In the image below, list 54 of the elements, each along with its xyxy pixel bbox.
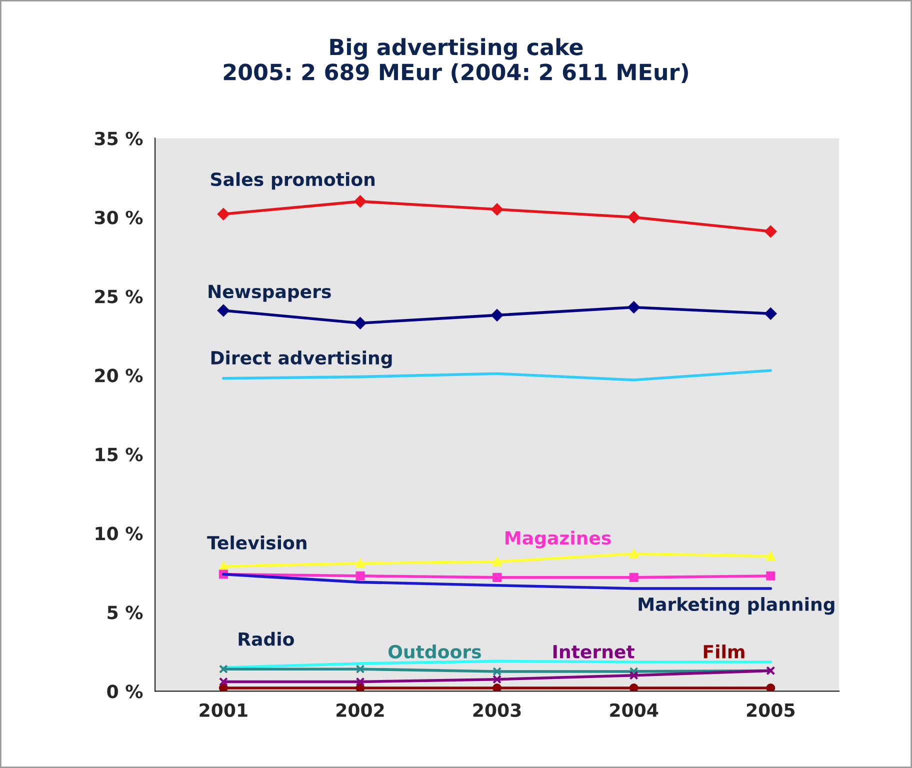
- point: [766, 684, 776, 692]
- point: [356, 684, 365, 692]
- point: [492, 666, 502, 676]
- series-label: Film: [704, 644, 744, 658]
- point: [218, 677, 228, 686]
- point: [217, 304, 230, 316]
- point: [629, 549, 638, 558]
- series-label: Outdoors: [388, 644, 481, 659]
- y-tick-label: 25 %: [95, 290, 143, 304]
- point: [629, 572, 638, 582]
- x-tick-label: 2005: [746, 703, 795, 717]
- point: [492, 674, 502, 684]
- y-tick-label: 0 %: [107, 684, 143, 698]
- point: [218, 562, 228, 571]
- y-tick-label: 10 %: [96, 526, 143, 540]
- point: [629, 684, 638, 692]
- point: [356, 677, 365, 686]
- y-tick-label: 35 %: [94, 132, 143, 146]
- point: [629, 670, 638, 680]
- y-tick-label: 5 %: [108, 606, 143, 620]
- point: [764, 225, 777, 238]
- point: [764, 308, 777, 320]
- series-label: Marketing planning: [638, 597, 834, 615]
- line-series: [222, 369, 772, 382]
- x-tick-label: 2001: [200, 703, 248, 717]
- line-series: [222, 660, 772, 669]
- x-tick-label: 2004: [610, 703, 658, 717]
- y-tick-label: 20 %: [95, 368, 143, 382]
- point: [218, 684, 228, 692]
- point: [218, 664, 228, 674]
- series-label: Direct advertising: [211, 350, 392, 368]
- point: [492, 684, 502, 692]
- point: [491, 309, 503, 322]
- point: [628, 211, 640, 224]
- series-label: Television: [207, 536, 306, 550]
- point: [354, 317, 366, 330]
- chart-title: Big advertising cake 2005: 2 689 MEur (2004: 2 611 MEur): [224, 38, 688, 84]
- point: [354, 195, 366, 208]
- y-tick-label: 30 %: [94, 210, 143, 224]
- point: [356, 571, 365, 580]
- point: [491, 203, 503, 216]
- series-label: Radio: [238, 632, 294, 646]
- point: [217, 208, 230, 220]
- series-label: Newspapers: [208, 284, 331, 302]
- x-tick-label: 2002: [336, 703, 384, 717]
- point: [356, 664, 365, 674]
- point: [628, 301, 640, 314]
- series-label: Internet: [553, 645, 634, 659]
- x-tick-label: 2003: [473, 703, 521, 717]
- point: [766, 571, 776, 580]
- series-label: Magazines: [506, 530, 611, 548]
- y-tick-label: 15 %: [96, 448, 143, 462]
- point: [492, 572, 502, 582]
- series-label: Sales promotion: [211, 172, 375, 190]
